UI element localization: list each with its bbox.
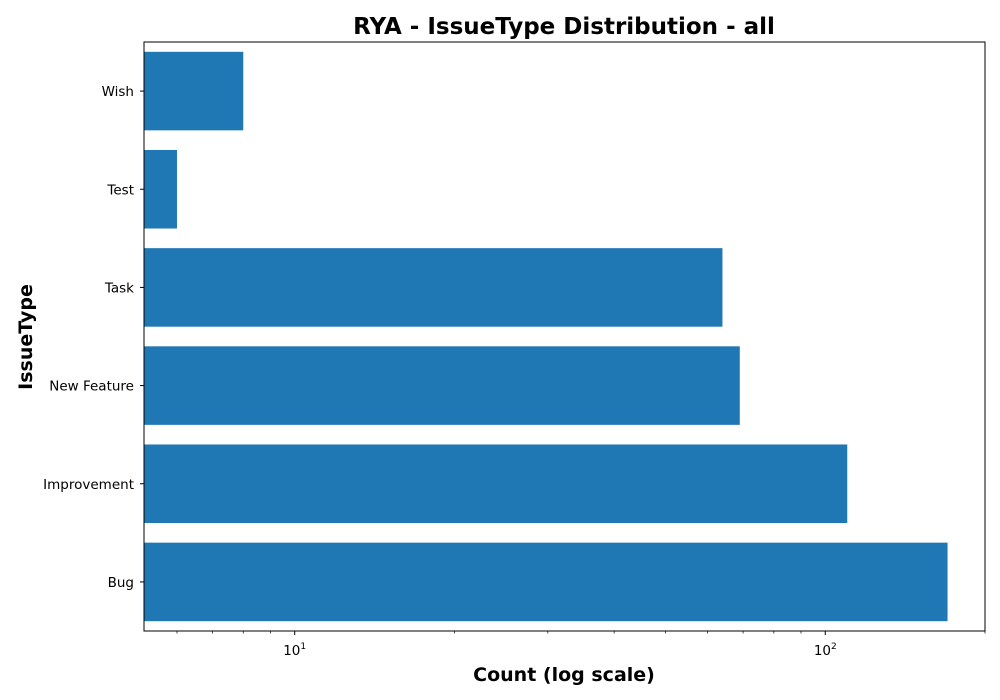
bar-test bbox=[144, 149, 177, 229]
bar-task bbox=[144, 248, 723, 327]
y-tick-label-wish: Wish bbox=[102, 84, 134, 100]
x-axis-label: Count (log scale) bbox=[473, 664, 655, 686]
bar-bug bbox=[144, 542, 948, 622]
chart-title: RYA - IssueType Distribution - all bbox=[353, 14, 775, 40]
y-tick-label-task: Task bbox=[104, 280, 134, 296]
bar-wish bbox=[144, 51, 244, 131]
y-ticks-group: Bug Improvement New Feature Task Test Wish bbox=[43, 84, 144, 591]
y-tick-label-new-feature: New Feature bbox=[49, 379, 134, 395]
bar-improvement bbox=[144, 444, 848, 524]
y-tick-label-improvement: Improvement bbox=[43, 477, 134, 493]
bar-new-feature bbox=[144, 346, 740, 425]
x-tick-label-100: 102 bbox=[814, 642, 837, 659]
x-tick-label-10: 101 bbox=[283, 642, 306, 659]
y-tick-label-bug: Bug bbox=[108, 575, 134, 591]
x-ticks-group: 101 102 bbox=[176, 631, 986, 659]
y-axis-label: IssueType bbox=[15, 284, 37, 390]
plot-frame bbox=[143, 41, 986, 632]
bars-group bbox=[144, 51, 948, 622]
y-tick-label-test: Test bbox=[106, 182, 134, 198]
